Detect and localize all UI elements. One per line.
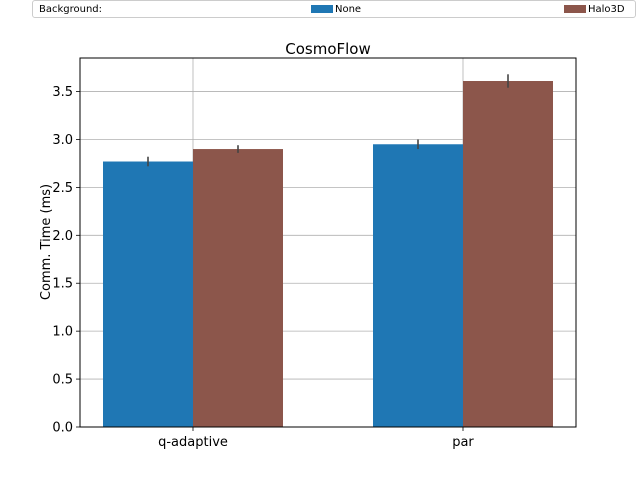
y-tick-label: 2.0: [52, 229, 73, 244]
y-axis-label: Comm. Time (ms): [39, 184, 54, 300]
y-tick-label: 3.0: [52, 133, 73, 148]
legend-label-halo3d: Halo3D: [588, 4, 625, 15]
y-tick-label: 1.5: [52, 277, 73, 292]
bar: [463, 81, 553, 427]
legend-swatch-halo3d: [564, 5, 586, 13]
bar: [103, 161, 193, 427]
legend-swatch-none: [311, 5, 333, 13]
y-tick-label: 3.5: [52, 85, 73, 100]
x-tick-label: par: [452, 435, 474, 450]
legend-title: Background:: [39, 4, 103, 15]
bar: [373, 144, 463, 427]
plot-frame: [79, 57, 577, 428]
y-tick-label: 2.5: [52, 181, 73, 196]
legend-label-none: None: [335, 4, 362, 15]
y-tick-label: 0.0: [52, 421, 73, 436]
chart-title: CosmoFlow: [285, 40, 371, 58]
y-tick-label: 1.0: [52, 325, 73, 340]
x-tick-label: q-adaptive: [158, 435, 228, 450]
bar: [193, 149, 283, 427]
legend: Background: None Halo3D: [32, 0, 636, 18]
y-tick-label: 0.5: [52, 373, 73, 388]
